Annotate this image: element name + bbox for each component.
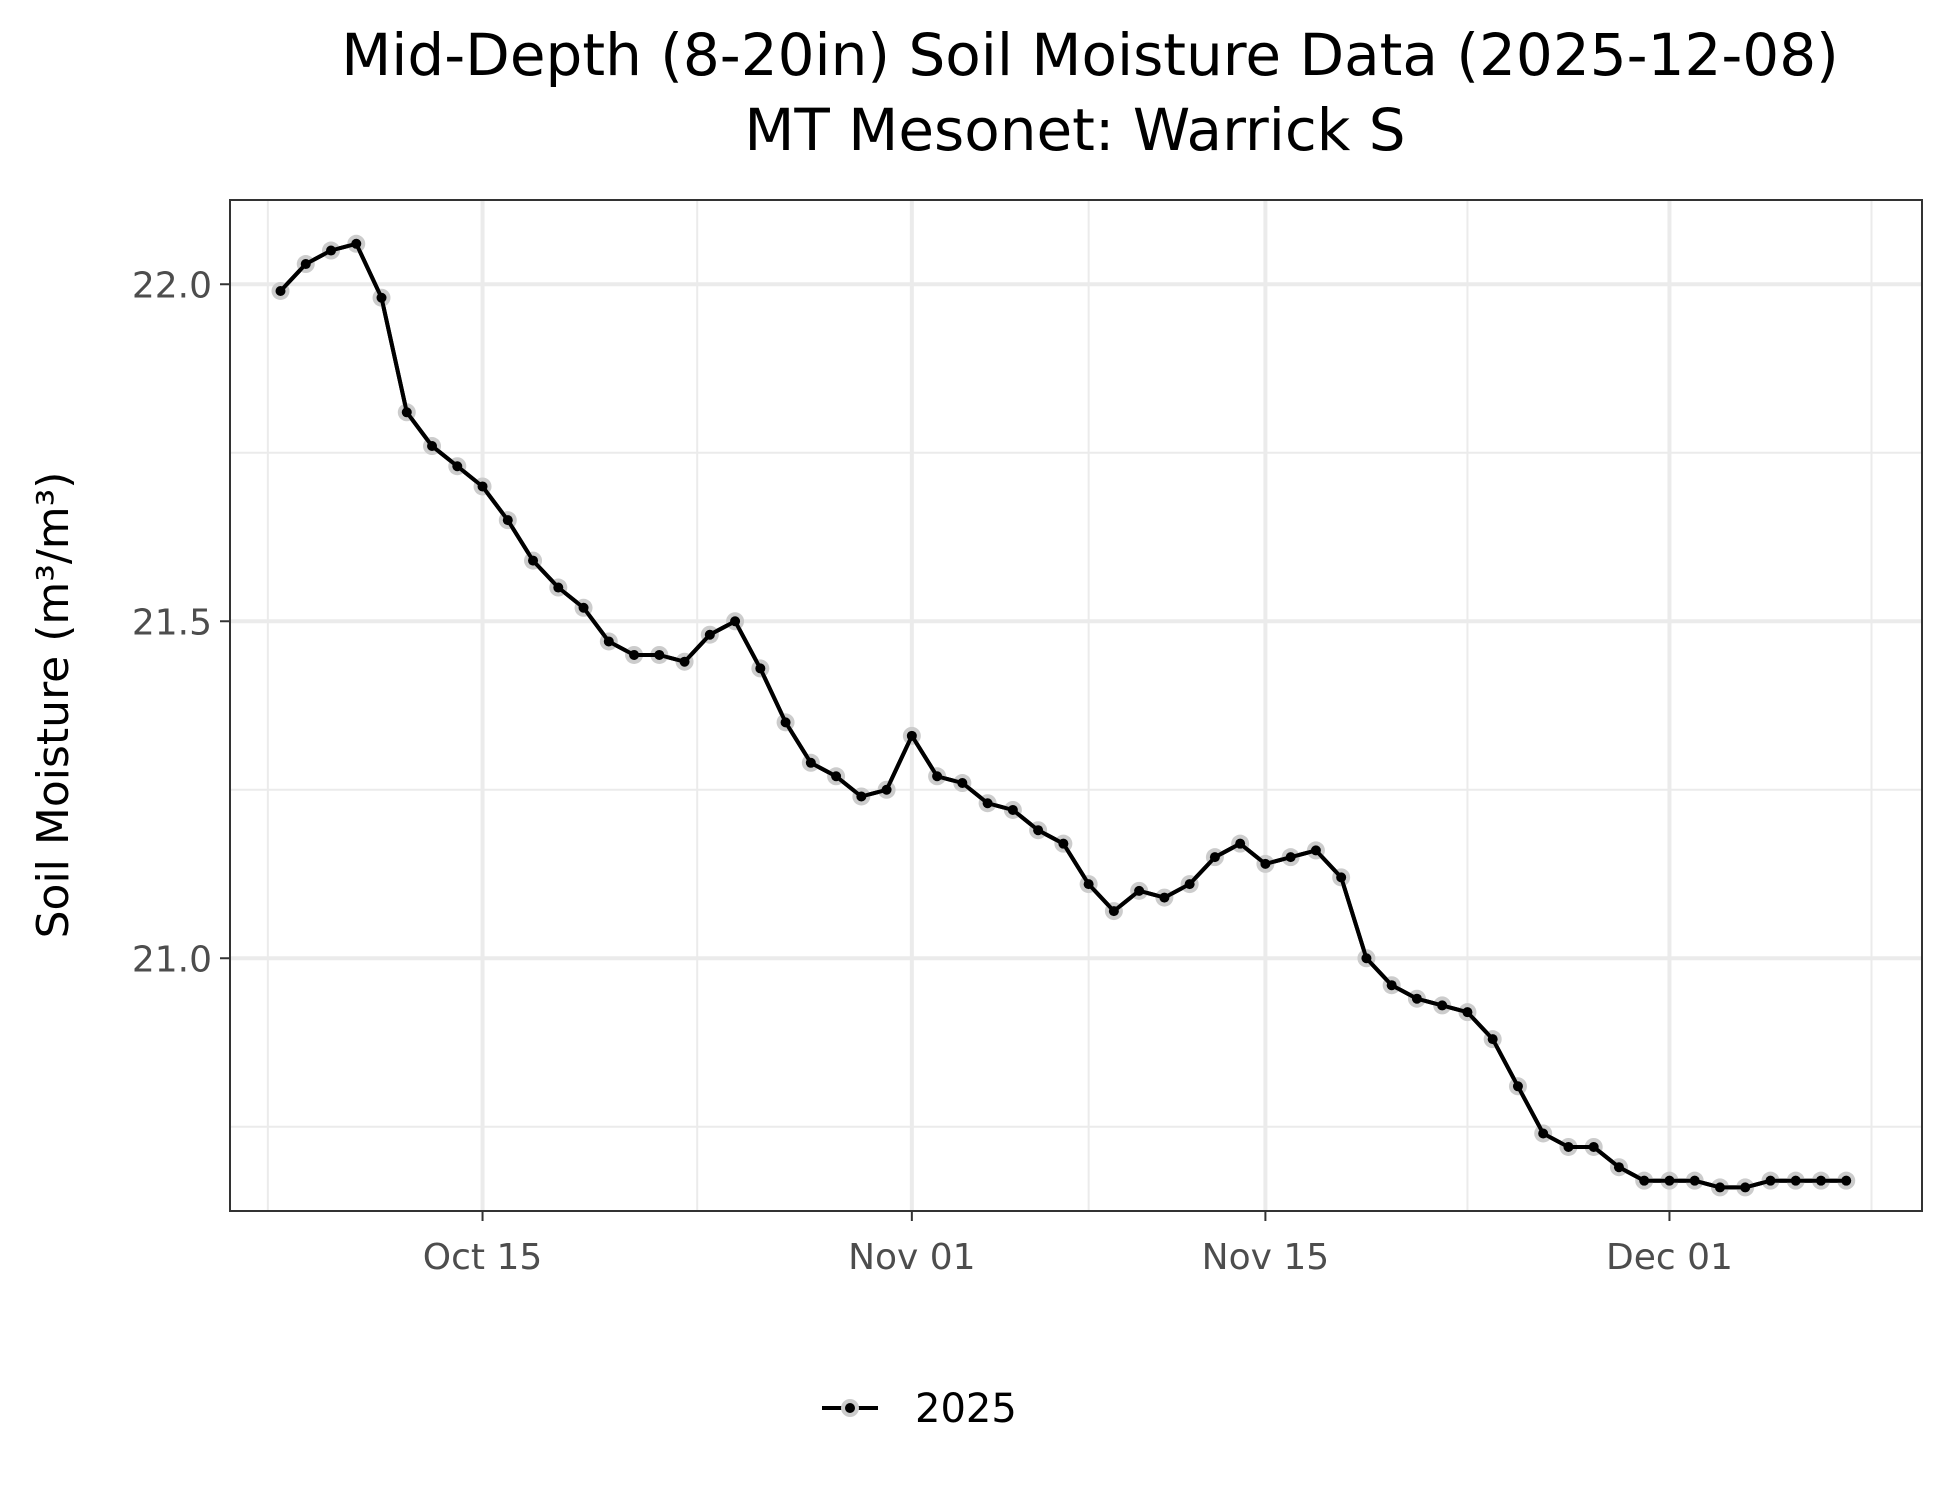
data-point bbox=[1765, 1175, 1776, 1186]
data-point bbox=[452, 461, 463, 472]
data-point bbox=[1841, 1175, 1852, 1186]
data-point bbox=[1310, 845, 1321, 856]
data-point bbox=[603, 636, 614, 647]
data-point bbox=[1563, 1141, 1574, 1152]
data-point bbox=[351, 238, 362, 249]
data-point bbox=[679, 656, 690, 667]
chart-subtitle: MT Mesonet: Warrick S bbox=[744, 96, 1405, 164]
data-point bbox=[477, 481, 488, 492]
data-point bbox=[730, 616, 741, 627]
data-point bbox=[1740, 1182, 1751, 1193]
data-point bbox=[654, 649, 665, 660]
data-point bbox=[1538, 1128, 1549, 1139]
data-point bbox=[1512, 1081, 1523, 1092]
y-axis: 21.0 21.5 22.0 bbox=[132, 265, 230, 980]
x-tick-label: Dec 01 bbox=[1606, 1237, 1733, 1278]
data-point bbox=[1613, 1162, 1624, 1173]
data-point bbox=[906, 730, 917, 741]
data-point bbox=[1083, 879, 1094, 890]
x-tick-label: Nov 01 bbox=[848, 1237, 976, 1278]
data-point bbox=[1437, 1000, 1448, 1011]
data-point bbox=[1108, 906, 1119, 917]
data-point bbox=[1714, 1182, 1725, 1193]
data-point bbox=[1462, 1007, 1473, 1018]
data-point bbox=[275, 285, 286, 296]
data-point bbox=[376, 292, 387, 303]
data-point bbox=[1487, 1034, 1498, 1045]
legend-label-2025: 2025 bbox=[915, 1386, 1017, 1432]
data-point bbox=[1639, 1175, 1650, 1186]
data-point bbox=[1815, 1175, 1826, 1186]
data-point bbox=[629, 649, 640, 660]
data-point bbox=[1386, 980, 1397, 991]
legend: 2025 bbox=[822, 1386, 1017, 1432]
data-point bbox=[1033, 825, 1044, 836]
data-point bbox=[1664, 1175, 1675, 1186]
major-gridlines bbox=[230, 200, 1922, 1211]
x-tick-label: Oct 15 bbox=[423, 1237, 543, 1278]
x-tick-label: Nov 15 bbox=[1202, 1237, 1330, 1278]
data-point bbox=[427, 441, 438, 452]
y-tick-label: 21.5 bbox=[132, 602, 212, 643]
data-point bbox=[704, 629, 715, 640]
y-axis-title: Soil Moisture (m³/m³) bbox=[28, 472, 79, 939]
data-point bbox=[401, 407, 412, 418]
data-point bbox=[831, 771, 842, 782]
data-point bbox=[1235, 838, 1246, 849]
y-tick-label: 21.0 bbox=[132, 939, 212, 980]
data-point bbox=[1260, 858, 1271, 869]
data-point bbox=[780, 717, 791, 728]
minor-gridlines bbox=[230, 200, 1922, 1211]
data-point bbox=[982, 798, 993, 809]
data-point bbox=[805, 757, 816, 768]
data-point bbox=[1790, 1175, 1801, 1186]
plot-border bbox=[229, 199, 1923, 1212]
y-tick-label: 22.0 bbox=[132, 265, 212, 306]
data-point bbox=[326, 245, 337, 256]
legend-key-point bbox=[845, 1403, 855, 1413]
data-point bbox=[300, 259, 311, 270]
data-point bbox=[1058, 838, 1069, 849]
plot-panel bbox=[230, 200, 1922, 1211]
data-point bbox=[1007, 804, 1018, 815]
data-point bbox=[1361, 953, 1372, 964]
data-point bbox=[856, 791, 867, 802]
data-point bbox=[1159, 892, 1170, 903]
data-point bbox=[1588, 1141, 1599, 1152]
data-point bbox=[1336, 872, 1347, 883]
data-series-2025 bbox=[271, 234, 1856, 1197]
chart-title: Mid-Depth (8-20in) Soil Moisture Data (2… bbox=[341, 21, 1838, 89]
data-point bbox=[553, 582, 564, 593]
data-point bbox=[881, 784, 892, 795]
data-point bbox=[1134, 885, 1145, 896]
x-axis: Oct 15 Nov 01 Nov 15 Dec 01 bbox=[423, 1211, 1733, 1278]
data-point bbox=[1184, 879, 1195, 890]
data-point bbox=[502, 515, 513, 526]
data-point bbox=[578, 602, 589, 613]
data-point bbox=[1285, 852, 1296, 863]
data-point bbox=[1689, 1175, 1700, 1186]
data-point bbox=[528, 555, 539, 566]
data-point bbox=[755, 663, 766, 674]
data-point bbox=[1209, 852, 1220, 863]
data-point bbox=[957, 778, 968, 789]
data-point bbox=[1411, 993, 1422, 1004]
data-point bbox=[932, 771, 943, 782]
